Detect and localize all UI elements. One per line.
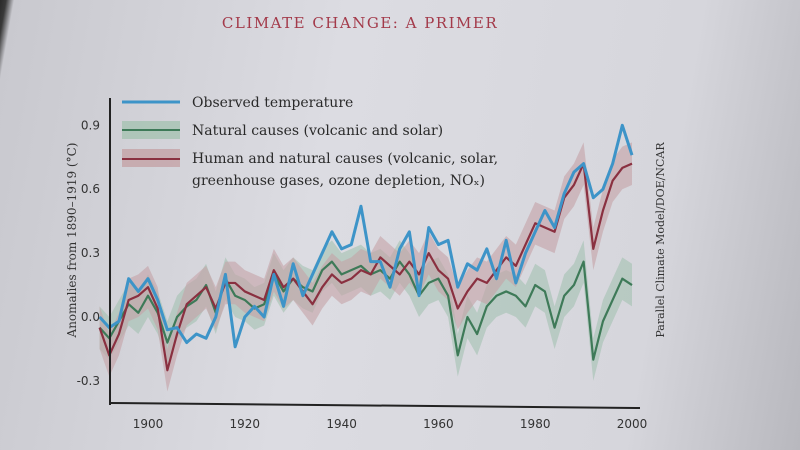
x-tick-label: 1960 (423, 417, 454, 431)
legend: Observed temperature Natural causes (vol… (122, 95, 498, 189)
x-tick-label: 2000 (617, 417, 648, 431)
x-tick-label: 1900 (133, 417, 164, 431)
x-axis (109, 402, 641, 409)
x-tick-label: 1980 (520, 417, 551, 431)
series-line-observed (98, 123, 634, 349)
x-tick-label: 1920 (230, 417, 261, 431)
y-axis-label: Anomalies from 1890–1919 (°C) (65, 143, 79, 339)
page-header-title: CLIMATE CHANGE: A PRIMER (221, 14, 499, 32)
y-tick-label: 0.3 (81, 246, 100, 260)
x-tick-label: 1940 (326, 417, 357, 431)
uncertainty-band-2 (99, 142, 633, 392)
legend-label-observed: Observed temperature (192, 95, 353, 111)
y-tick-label: 0.9 (81, 118, 100, 132)
series-line-natural (98, 260, 633, 361)
legend-label-human: Human and natural causes (volcanic, sola… (192, 151, 498, 189)
series-line-human-natural (98, 162, 633, 372)
y-tick-label: 0.6 (81, 182, 100, 196)
y-tick-label: -0.3 (77, 374, 100, 388)
legend-label-natural: Natural causes (volcanic and solar) (192, 123, 443, 139)
y-tick-label: 0.0 (81, 310, 100, 324)
credit-text: Parallel Climate Model/DOE/NCAR (654, 142, 667, 338)
